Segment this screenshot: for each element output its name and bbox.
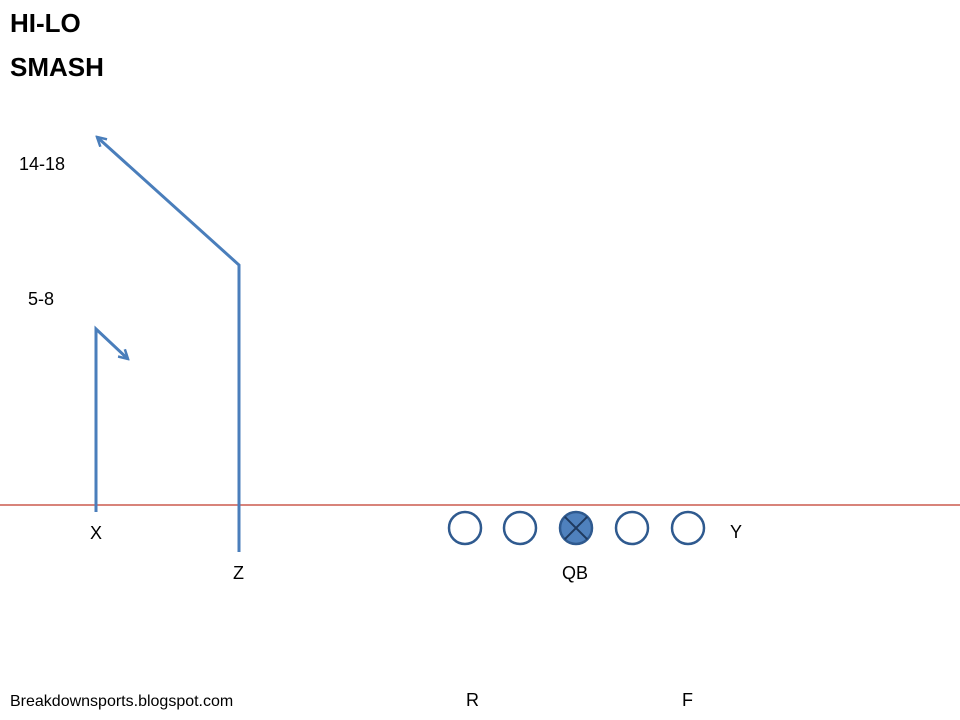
left-tackle-circle-icon [447, 510, 483, 546]
player-label-x: X [90, 523, 103, 543]
z-corner-route [97, 137, 241, 552]
x-smash-route [94, 325, 128, 512]
watermark-text: Breakdownsports.blogspot.com [10, 693, 234, 710]
depth-label-deep: 14-18 [19, 154, 66, 174]
right-tackle-circle-icon [670, 510, 706, 546]
player-label-r: R [466, 690, 479, 710]
play-title-line-2: SMASH [10, 52, 104, 82]
player-label-z: Z [233, 563, 244, 583]
play-title-line-1: HI-LO [10, 8, 81, 38]
player-label-f: F [682, 690, 693, 710]
player-label-y: Y [730, 522, 743, 542]
right-guard-circle-icon [614, 510, 650, 546]
depth-label-short: 5-8 [28, 289, 55, 309]
player-label-qb: QB [562, 563, 589, 583]
center-circle-x-icon [558, 510, 594, 546]
left-guard-circle-icon [502, 510, 538, 546]
